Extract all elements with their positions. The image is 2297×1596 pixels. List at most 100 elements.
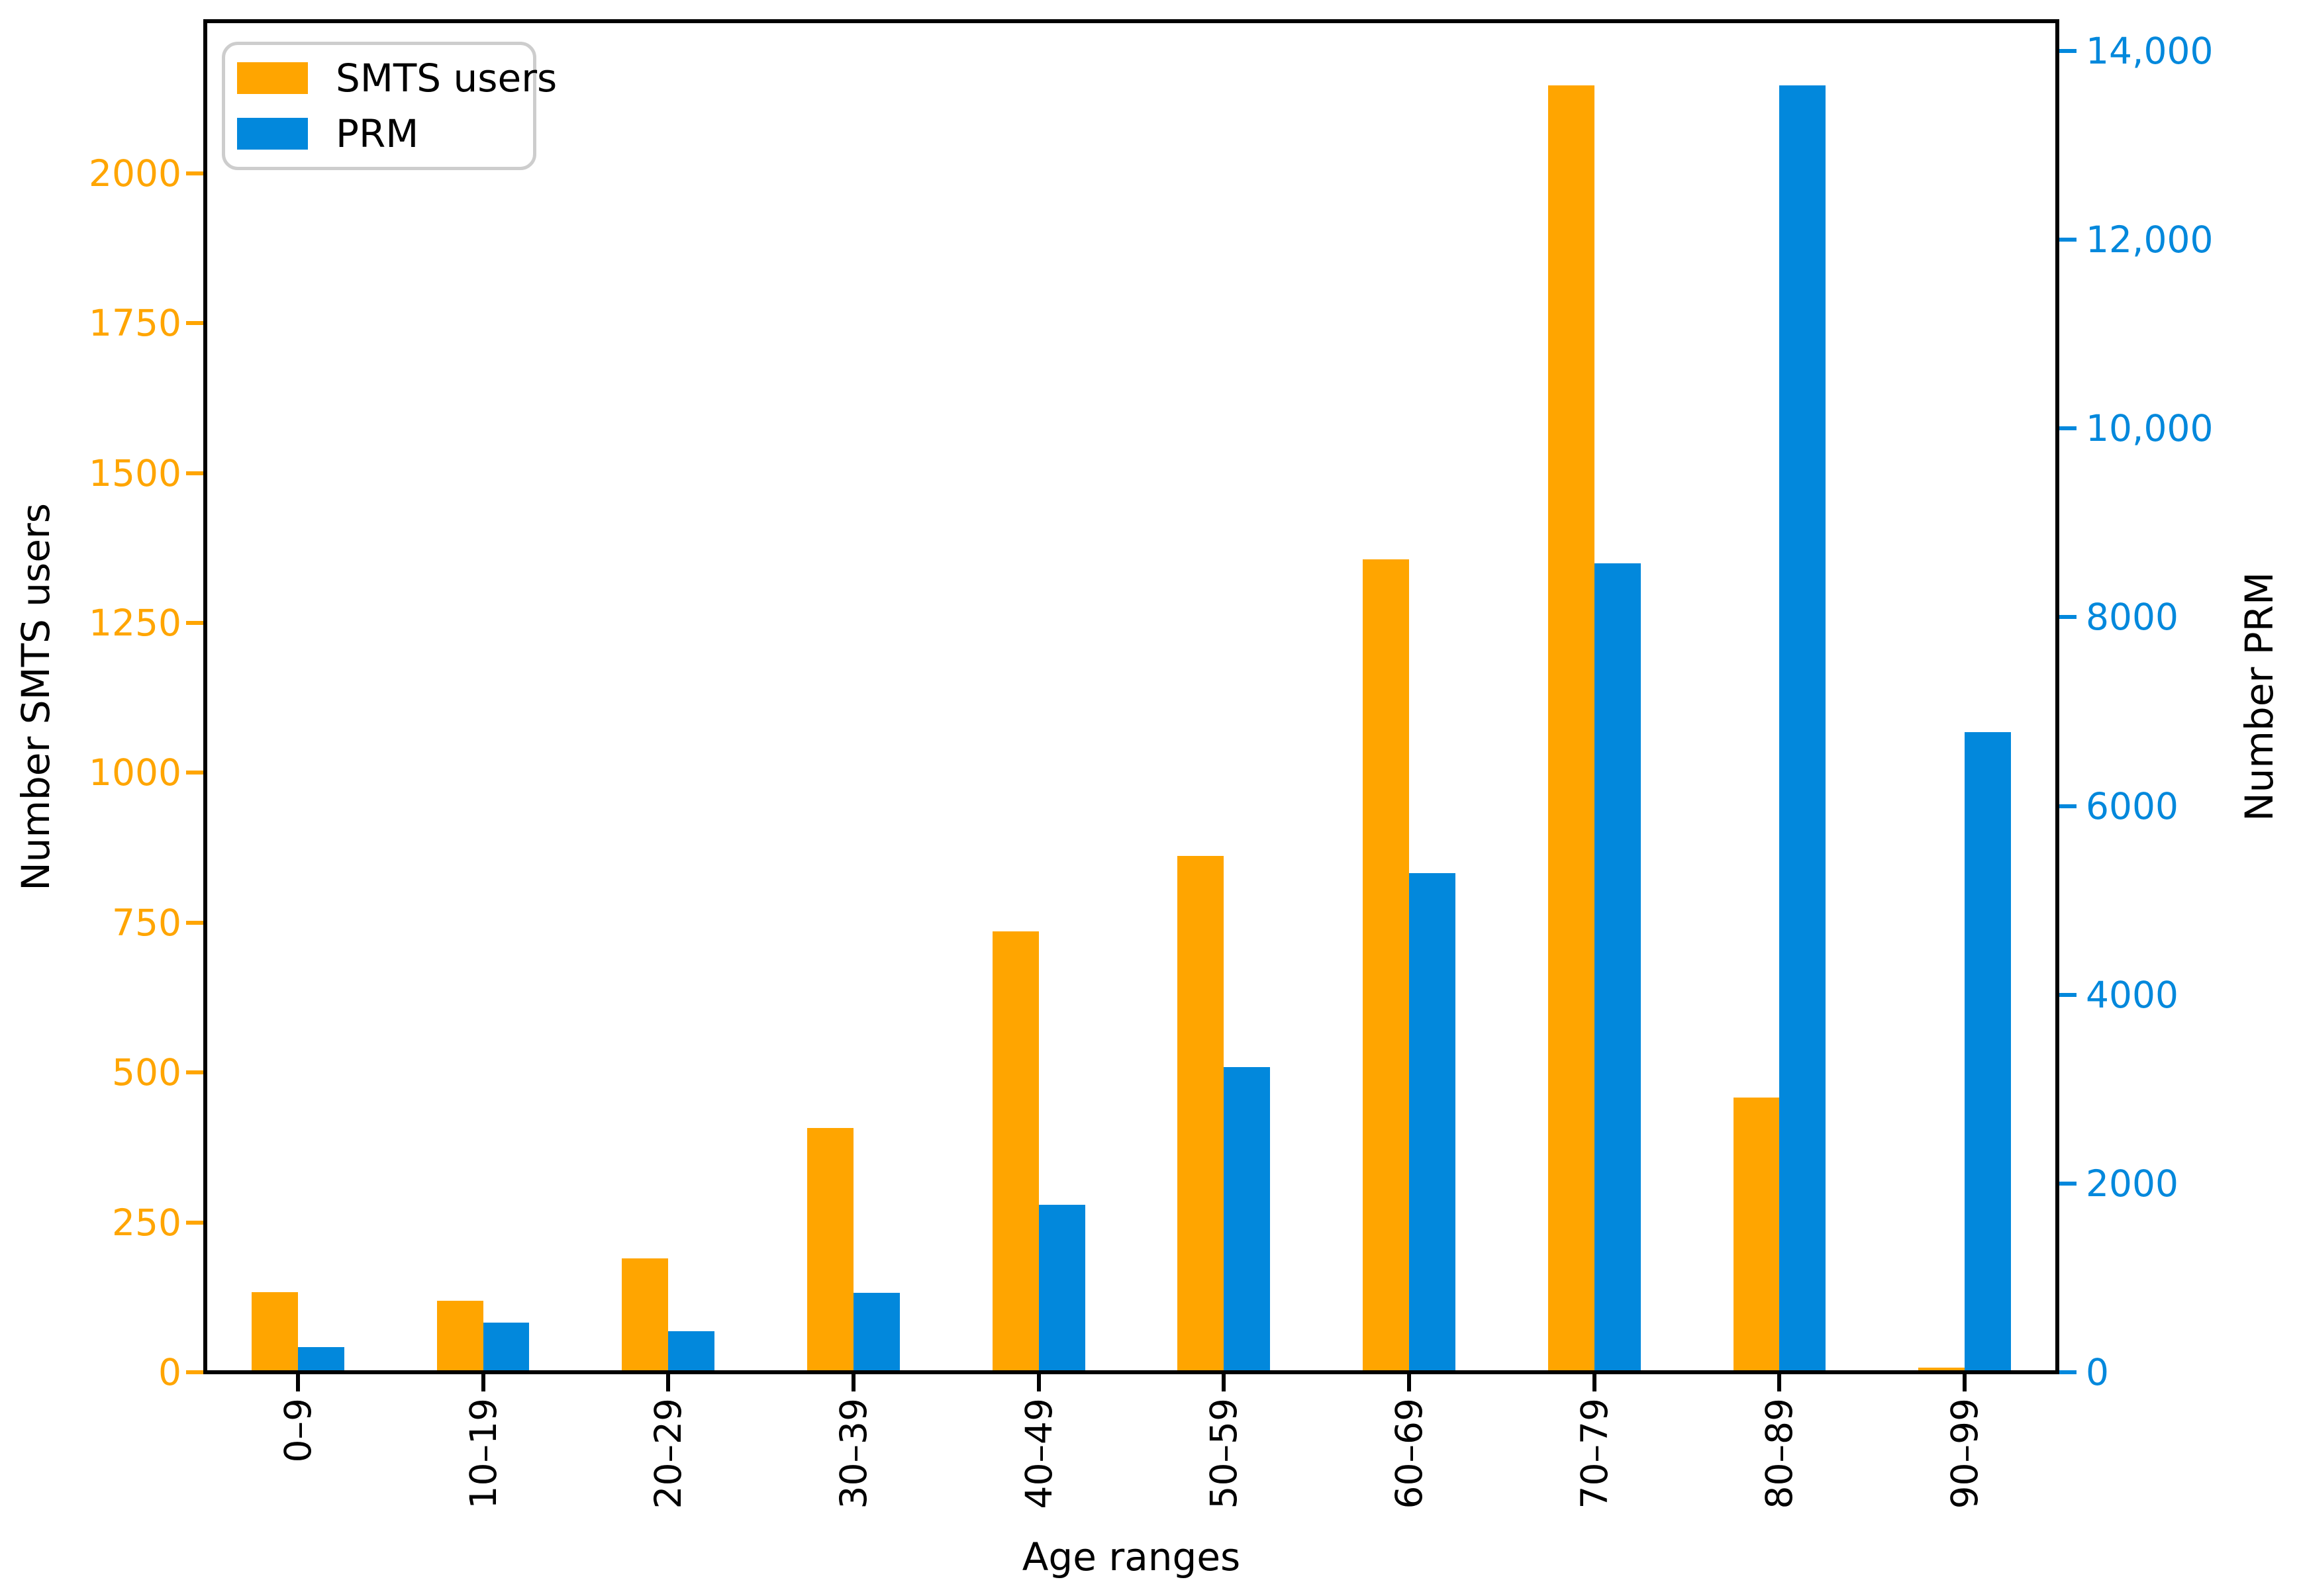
legend-row-prm: PRM	[237, 111, 533, 156]
right-ytick-mark-0	[2059, 1370, 2077, 1374]
right-spine	[2055, 19, 2059, 1374]
left-ytick-label-0: 0	[158, 1351, 181, 1393]
xtick-mark-90–99	[1963, 1374, 1967, 1391]
right-ytick-mark-10000	[2059, 426, 2077, 431]
bar-prm-80–89	[1779, 85, 1826, 1372]
left-axis-title-box: Number SMTS users	[11, 21, 61, 1372]
bar-prm-50–59	[1224, 1066, 1271, 1372]
left-ytick-mark-2000	[186, 171, 203, 175]
xtick-label-10–19: 10–19	[462, 1398, 505, 1509]
xtick-mark-40–49	[1036, 1374, 1041, 1391]
xtick-label-20–29: 20–29	[647, 1398, 690, 1509]
bar-prm-70–79	[1594, 563, 1641, 1372]
xtick-label-50–59: 50–59	[1202, 1398, 1246, 1509]
xtick-label-box-40–49: 40–49	[1012, 1398, 1065, 1509]
right-ytick-mark-6000	[2059, 804, 2077, 808]
xtick-label-box-30–39: 30–39	[827, 1398, 880, 1509]
xtick-label-box-20–29: 20–29	[642, 1398, 695, 1509]
bar-smts-30–39	[807, 1127, 854, 1372]
xtick-mark-80–89	[1777, 1374, 1782, 1391]
xtick-label-box-0–9: 0–9	[271, 1398, 324, 1463]
legend-label-smts-users: SMTS users	[336, 56, 558, 101]
right-axis-title-box: Number PRM	[2233, 21, 2286, 1372]
bar-smts-90–99	[1918, 1367, 1965, 1372]
legend: SMTS users PRM	[222, 42, 557, 170]
xtick-mark-60–69	[1407, 1374, 1412, 1391]
bar-smts-10–19	[436, 1301, 483, 1372]
left-ytick-mark-250	[186, 1220, 203, 1225]
bar-prm-90–99	[1965, 732, 2012, 1372]
xtick-label-box-80–89: 80–89	[1753, 1398, 1806, 1509]
right-ytick-label-8000: 8000	[2086, 596, 2178, 639]
left-ytick-mark-500	[186, 1070, 203, 1075]
right-ytick-label-4000: 4000	[2086, 973, 2178, 1016]
x-axis-title: Age ranges	[1022, 1534, 1241, 1579]
right-ytick-mark-8000	[2059, 615, 2077, 620]
left-ytick-label-750: 750	[112, 901, 181, 944]
bar-smts-40–49	[992, 931, 1039, 1372]
top-spine	[203, 19, 2059, 23]
xtick-mark-50–59	[1222, 1374, 1226, 1391]
xtick-label-box-90–99: 90–99	[1938, 1398, 1991, 1509]
xtick-mark-10–19	[481, 1374, 485, 1391]
left-ytick-label-250: 250	[112, 1201, 181, 1244]
xtick-label-60–69: 60–69	[1388, 1398, 1431, 1509]
xtick-label-0–9: 0–9	[276, 1398, 319, 1463]
right-ytick-label-2000: 2000	[2086, 1162, 2178, 1205]
right-ytick-mark-2000	[2059, 1181, 2077, 1186]
xtick-label-80–89: 80–89	[1758, 1398, 1801, 1509]
xtick-label-box-60–69: 60–69	[1383, 1398, 1436, 1509]
right-axis-title: Number PRM	[2237, 572, 2282, 821]
legend-swatch-smts-users	[237, 62, 308, 94]
bar-prm-20–29	[668, 1331, 715, 1372]
left-ytick-label-1500: 1500	[89, 451, 181, 494]
xtick-mark-70–79	[1592, 1374, 1596, 1391]
right-ytick-mark-12000	[2059, 238, 2077, 242]
left-ytick-label-2000: 2000	[89, 152, 181, 195]
left-axis-title: Number SMTS users	[13, 502, 58, 891]
left-ytick-label-1750: 1750	[89, 302, 181, 345]
left-ytick-label-1250: 1250	[89, 602, 181, 645]
left-ytick-mark-0	[186, 1370, 203, 1374]
legend-label-prm: PRM	[336, 111, 419, 156]
bar-prm-10–19	[483, 1322, 530, 1372]
right-ytick-label-14000: 14,000	[2086, 30, 2214, 73]
xtick-label-box-70–79: 70–79	[1568, 1398, 1621, 1509]
bar-smts-70–79	[1547, 85, 1594, 1372]
bar-smts-0–9	[251, 1291, 298, 1372]
right-ytick-label-10000: 10,000	[2086, 407, 2214, 450]
xtick-label-box-50–59: 50–59	[1197, 1398, 1250, 1509]
xtick-label-40–49: 40–49	[1017, 1398, 1060, 1509]
bottom-spine	[203, 1370, 2059, 1374]
left-spine	[203, 19, 207, 1374]
right-ytick-label-6000: 6000	[2086, 784, 2178, 827]
xtick-mark-20–29	[666, 1374, 671, 1391]
xtick-mark-0–9	[295, 1374, 300, 1391]
bar-prm-60–69	[1409, 873, 1455, 1372]
xtick-label-30–39: 30–39	[832, 1398, 875, 1509]
bar-prm-30–39	[853, 1293, 900, 1372]
xtick-label-70–79: 70–79	[1573, 1398, 1616, 1509]
xtick-label-box-10–19: 10–19	[457, 1398, 510, 1509]
bar-smts-50–59	[1177, 856, 1224, 1372]
left-ytick-mark-1500	[186, 471, 203, 475]
bar-prm-0–9	[297, 1347, 344, 1372]
legend-row-smts-users: SMTS users	[237, 56, 557, 101]
left-ytick-label-1000: 1000	[89, 751, 181, 794]
right-ytick-mark-14000	[2059, 49, 2077, 54]
legend-swatch-prm	[237, 118, 308, 150]
left-ytick-mark-1250	[186, 621, 203, 626]
right-ytick-mark-4000	[2059, 992, 2077, 997]
left-ytick-label-500: 500	[112, 1051, 181, 1094]
left-ytick-mark-1000	[186, 771, 203, 775]
right-ytick-label-0: 0	[2086, 1351, 2109, 1393]
right-ytick-label-12000: 12,000	[2086, 218, 2214, 261]
bar-prm-40–49	[1038, 1205, 1085, 1372]
left-ytick-mark-1750	[186, 321, 203, 326]
bar-smts-80–89	[1733, 1098, 1780, 1372]
xtick-label-90–99: 90–99	[1943, 1398, 1986, 1509]
xtick-mark-30–39	[851, 1374, 855, 1391]
left-ytick-mark-750	[186, 920, 203, 925]
bar-smts-20–29	[622, 1258, 669, 1372]
